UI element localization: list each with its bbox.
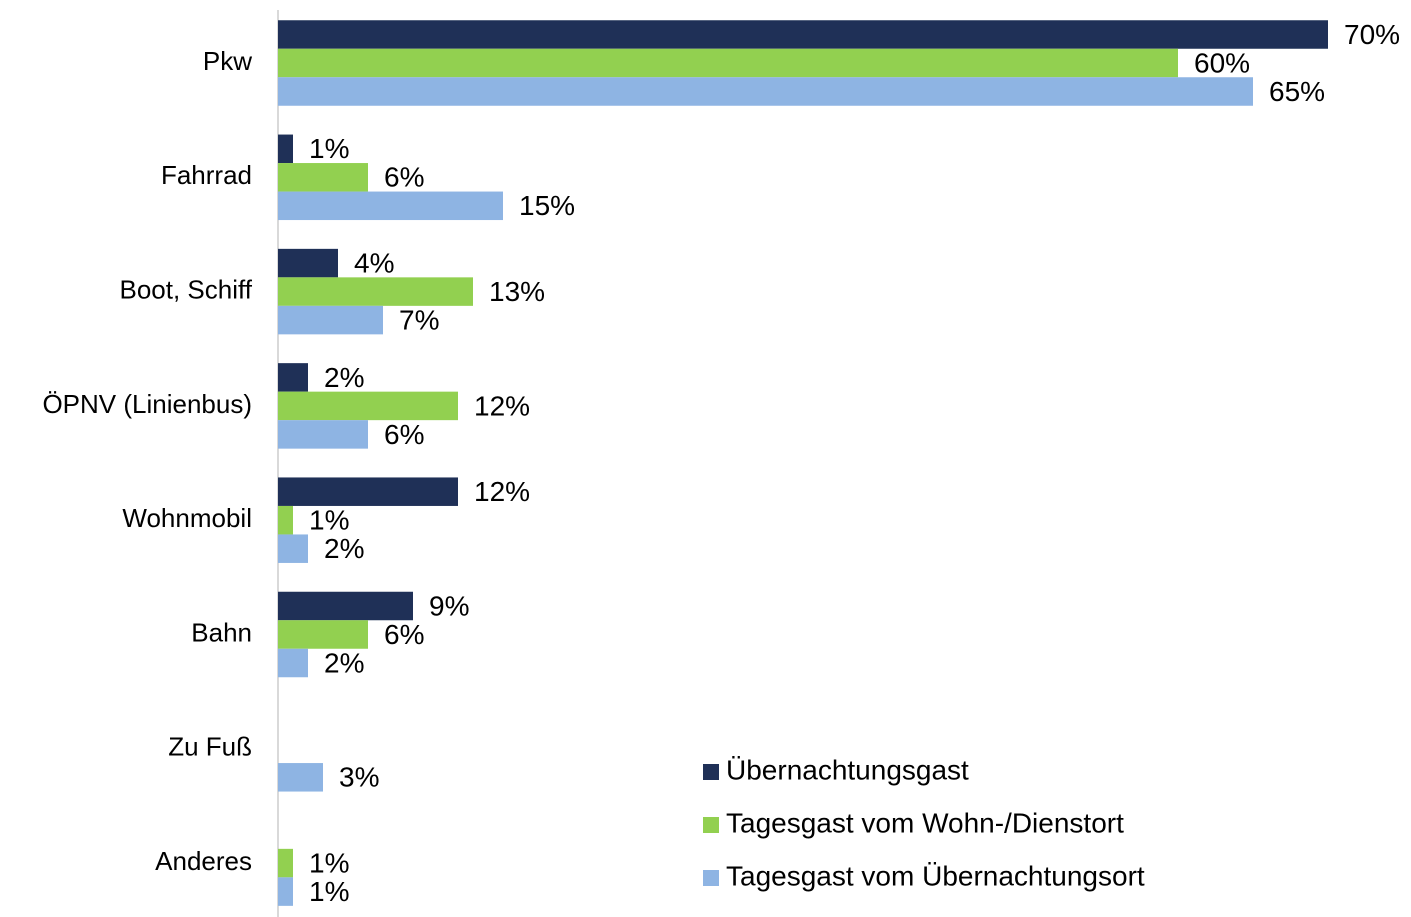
bar [278,591,413,621]
category-label: Pkw [203,46,252,76]
category-label: Boot, Schiff [120,274,253,304]
value-label: 12% [474,390,530,421]
value-label: 60% [1194,47,1250,78]
value-label: 65% [1269,76,1325,107]
legend-swatch [703,764,719,780]
value-label: 6% [384,619,424,650]
value-label: 3% [339,762,379,793]
legend-label: Übernachtungsgast [726,754,969,785]
category-label: ÖPNV (Linienbus) [42,389,252,419]
bar [278,534,308,563]
bar [278,763,323,792]
category-label: Bahn [191,617,252,647]
bar [278,191,503,221]
value-label: 4% [354,247,394,278]
category-label: Fahrrad [161,160,252,190]
bar [278,134,293,164]
value-label: 6% [384,162,424,193]
bar [278,363,308,392]
bar [278,648,308,678]
category-label: Anderes [155,846,252,876]
value-label: 1% [309,133,349,164]
bar [278,877,293,906]
bar [278,505,293,535]
value-label: 2% [324,362,364,393]
value-label: 7% [399,304,439,335]
bar [278,163,368,192]
category-label: Zu Fuß [168,732,252,762]
value-label: 13% [489,276,545,307]
value-label: 1% [309,505,349,536]
bar [278,20,1328,49]
bar [278,477,458,506]
value-label: 70% [1344,19,1400,50]
bar [278,305,383,335]
legend-swatch [703,870,719,886]
bar [278,277,473,306]
bar [278,620,368,649]
bar [278,391,458,421]
bar [278,420,368,449]
value-label: 2% [324,647,364,678]
bar [278,77,1253,106]
value-label: 1% [309,876,349,907]
value-label: 15% [519,190,575,221]
legend-swatch [703,817,719,833]
value-label: 2% [324,533,364,564]
value-label: 6% [384,419,424,450]
legend-label: Tagesgast vom Wohn-/Dienstort [726,807,1124,838]
bar [278,48,1178,78]
bar [278,248,338,278]
value-label: 1% [309,847,349,878]
value-label: 9% [429,590,469,621]
value-label: 12% [474,476,530,507]
legend-label: Tagesgast vom Übernachtungsort [726,860,1145,891]
bar [278,848,293,878]
category-label: Wohnmobil [122,503,252,533]
